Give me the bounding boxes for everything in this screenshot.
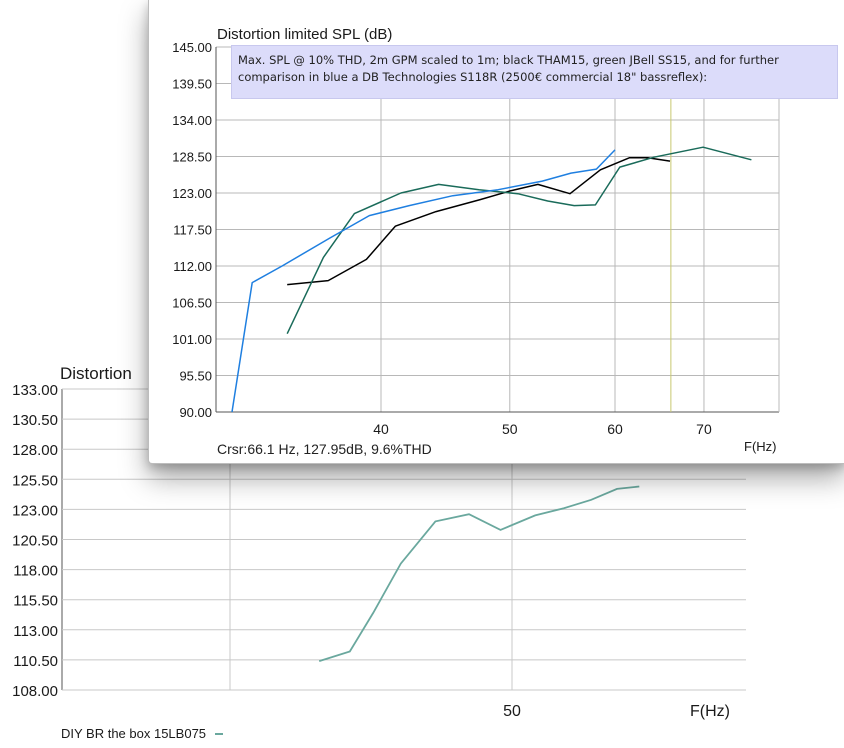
chart-note-line-2: comparison in blue a DB Technologies S11… (238, 70, 708, 84)
front-y-tick-label: 95.50 (179, 369, 212, 384)
front-y-tick-label: 117.50 (173, 223, 212, 238)
chart-note-line-1: Max. SPL @ 10% THD, 2m GPM scaled to 1m;… (238, 53, 779, 67)
back-y-tick-label: 120.50 (12, 533, 58, 550)
cursor-readout: Crsr:66.1 Hz, 127.95dB, 9.6%THD (217, 441, 432, 457)
chart-note: Max. SPL @ 10% THD, 2m GPM scaled to 1m;… (231, 45, 838, 99)
back-x-axis-label: F(Hz) (690, 703, 730, 720)
front-x-tick-label: 60 (607, 421, 623, 437)
back-y-tick-label: 108.00 (12, 683, 58, 700)
front-x-tick-label: 70 (696, 421, 712, 437)
back-y-tick-label: 113.00 (13, 623, 58, 640)
back-y-tick-label: 128.00 (12, 442, 58, 459)
back-x-tick-label: 50 (503, 703, 521, 720)
front-y-tick-label: 106.50 (172, 296, 212, 311)
back-caption: DIY BR the box 15LB075 (61, 726, 206, 741)
back-y-ticks: 133.00 130.50 128.00 125.50 123.00 120.50 118.… (12, 382, 58, 700)
back-y-tick-label: 118.00 (13, 563, 58, 580)
front-x-axis-label: F(Hz) (744, 439, 777, 454)
back-y-tick-label: 133.00 (12, 382, 58, 399)
front-series-line (287, 157, 671, 286)
back-series-line (318, 485, 640, 662)
front-x-tick-label: 40 (373, 421, 389, 437)
back-y-tick-label: 123.00 (12, 502, 58, 519)
back-x-ticks: 50 (503, 703, 521, 720)
front-x-tick-label: 50 (502, 421, 518, 437)
front-y-tick-label: 112.00 (173, 259, 212, 274)
back-y-tick-label: 125.50 (12, 472, 58, 489)
front-y-tick-label: 128.50 (172, 150, 212, 165)
back-chart-title: Distortion (60, 364, 132, 383)
front-y-tick-label: 90.00 (179, 405, 212, 420)
front-y-tick-label: 145.00 (172, 40, 212, 55)
back-y-tick-label: 130.50 (12, 412, 58, 429)
front-chart-title: Distortion limited SPL (dB) (217, 26, 392, 43)
front-x-ticks: 40 50 60 70 (373, 421, 712, 437)
back-y-tick-label: 115.50 (13, 593, 58, 610)
back-y-tick-label: 110.50 (13, 653, 58, 670)
front-y-ticks: 145.00 139.50 134.00 128.50 123.00 117.50 112.… (172, 40, 212, 420)
front-series-line (231, 149, 616, 413)
front-y-tick-label: 101.00 (172, 332, 212, 347)
front-series (231, 146, 752, 413)
front-series-line (286, 146, 752, 335)
front-y-tick-label: 123.00 (172, 186, 212, 201)
front-y-tick-label: 139.50 (172, 77, 212, 92)
front-y-tick-label: 134.00 (172, 113, 212, 128)
back-series (318, 485, 640, 662)
